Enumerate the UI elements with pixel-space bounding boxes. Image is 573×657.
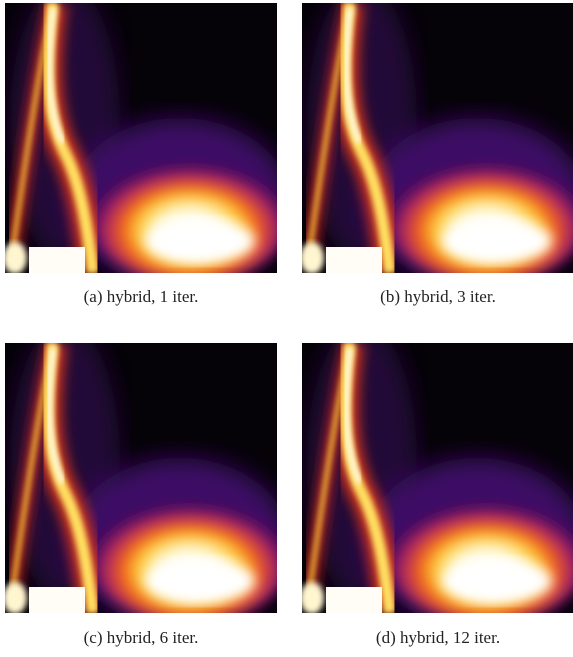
heatmap-image	[5, 3, 277, 273]
heatmap-image	[302, 3, 573, 273]
heatmap-image	[302, 343, 573, 613]
heatmap-image	[5, 343, 277, 613]
caption: (d) hybrid, 12 iter.	[375, 628, 501, 647]
caption: (a) hybrid, 1 iter.	[83, 287, 199, 306]
caption: (c) hybrid, 6 iter.	[83, 628, 199, 647]
caption: (b) hybrid, 3 iter.	[380, 287, 496, 306]
